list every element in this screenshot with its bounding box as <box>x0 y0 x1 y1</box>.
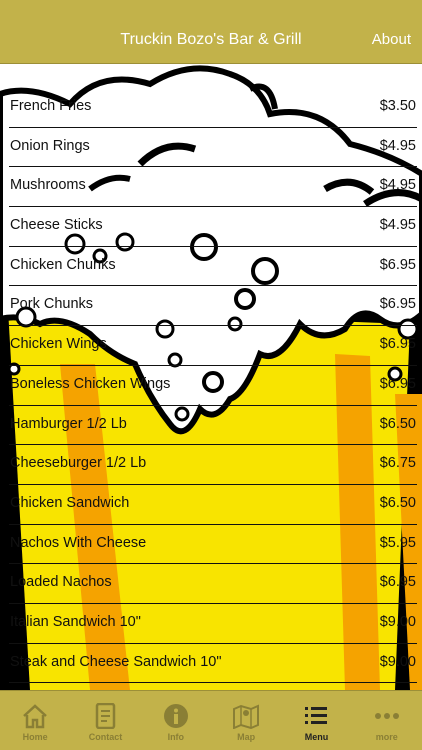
tab-menu[interactable]: Menu <box>281 691 351 750</box>
tab-bar: Home Contact Info Map <box>0 690 422 750</box>
tab-contact[interactable]: Contact <box>70 691 140 750</box>
item-price: $6.50 <box>379 494 416 511</box>
item-name: Hamburger 1/2 Lb <box>10 415 127 432</box>
more-icon <box>374 713 399 719</box>
about-button[interactable]: About <box>371 31 411 48</box>
tab-home[interactable]: Home <box>0 691 70 750</box>
list-item[interactable]: Chicken Sandwich $6.50 <box>9 485 417 525</box>
tab-map[interactable]: Map <box>211 691 281 750</box>
item-name: Steak and Cheese Sandwich 10" <box>10 653 222 670</box>
list-item[interactable]: Boneless Chicken Wings $6.95 <box>9 366 417 406</box>
page-title: Truckin Bozo's Bar & Grill <box>120 31 302 48</box>
list-item[interactable]: Loaded Nachos $6.95 <box>9 564 417 604</box>
home-icon <box>23 704 47 729</box>
info-icon <box>163 704 188 728</box>
list-item[interactable]: Pork Chunks $6.95 <box>9 286 417 327</box>
item-price: $6.95 <box>379 296 416 313</box>
item-price: $6.95 <box>379 375 416 392</box>
tab-more[interactable]: more <box>352 691 422 750</box>
item-name: Onion Rings <box>10 137 90 154</box>
tab-label: Contact <box>88 732 123 742</box>
item-name: Boneless Chicken Wings <box>10 375 171 392</box>
item-price: $5.95 <box>379 534 416 551</box>
tab-info[interactable]: Info <box>141 691 211 750</box>
item-price: $9.00 <box>379 613 416 630</box>
item-price: $4.95 <box>379 177 416 194</box>
item-name: French Fries <box>10 98 92 114</box>
beer-mug-illustration <box>0 65 422 690</box>
item-name: Chicken Sandwich <box>10 494 130 511</box>
item-name: Cheeseburger 1/2 Lb <box>10 455 147 472</box>
menu-list: French Fries $3.50 Onion Rings $4.95 Mus… <box>0 88 422 684</box>
navigation-bar: Truckin Bozo's Bar & Grill About <box>0 0 422 64</box>
list-item[interactable]: Cheeseburger 1/2 Lb $6.75 <box>9 445 417 485</box>
list-item[interactable]: Cheese Sticks $4.95 <box>9 207 417 247</box>
item-name: Chicken Chunks <box>10 256 116 273</box>
tab-label: Map <box>237 732 256 742</box>
list-item[interactable]: Hamburger 1/2 Lb $6.50 <box>9 406 417 446</box>
contact-icon <box>96 703 116 729</box>
menu-list-icon <box>305 707 328 724</box>
item-price: $6.50 <box>379 415 416 432</box>
item-price: $9.00 <box>379 653 416 670</box>
list-item[interactable]: Nachos With Cheese $5.95 <box>9 525 417 565</box>
list-item[interactable]: Steak and Cheese Sandwich 10" $9.00 <box>9 644 417 684</box>
item-name: Italian Sandwich 10" <box>10 613 141 630</box>
list-item[interactable]: Chicken Chunks $6.95 <box>9 247 417 287</box>
item-price: $6.95 <box>379 574 416 591</box>
item-name: Pork Chunks <box>10 296 94 313</box>
item-price: $6.95 <box>379 336 416 353</box>
menu-content[interactable]: French Fries $3.50 Onion Rings $4.95 Mus… <box>0 64 422 690</box>
tab-label: more <box>375 732 398 742</box>
item-price: $3.50 <box>379 98 416 114</box>
item-name: Nachos With Cheese <box>10 534 147 551</box>
item-price: $4.95 <box>379 217 416 234</box>
item-name: Loaded Nachos <box>10 574 112 591</box>
list-item[interactable]: French Fries $3.50 <box>9 88 417 128</box>
item-price: $6.95 <box>379 256 416 273</box>
list-item[interactable]: Italian Sandwich 10" $9.00 <box>9 604 417 644</box>
list-item[interactable]: Mushrooms $4.95 <box>9 167 417 208</box>
list-item[interactable]: Onion Rings $4.95 <box>9 128 417 168</box>
tab-label: Menu <box>304 732 329 742</box>
list-item[interactable]: Chicken Wings $6.95 <box>9 326 417 366</box>
item-price: $4.95 <box>379 137 416 154</box>
item-name: Chicken Wings <box>10 336 107 353</box>
item-name: Cheese Sticks <box>10 217 103 234</box>
tab-label: Info <box>167 732 185 742</box>
map-icon <box>233 704 260 729</box>
item-price: $6.75 <box>379 455 416 472</box>
item-name: Mushrooms <box>10 177 86 194</box>
tab-label: Home <box>22 732 48 742</box>
